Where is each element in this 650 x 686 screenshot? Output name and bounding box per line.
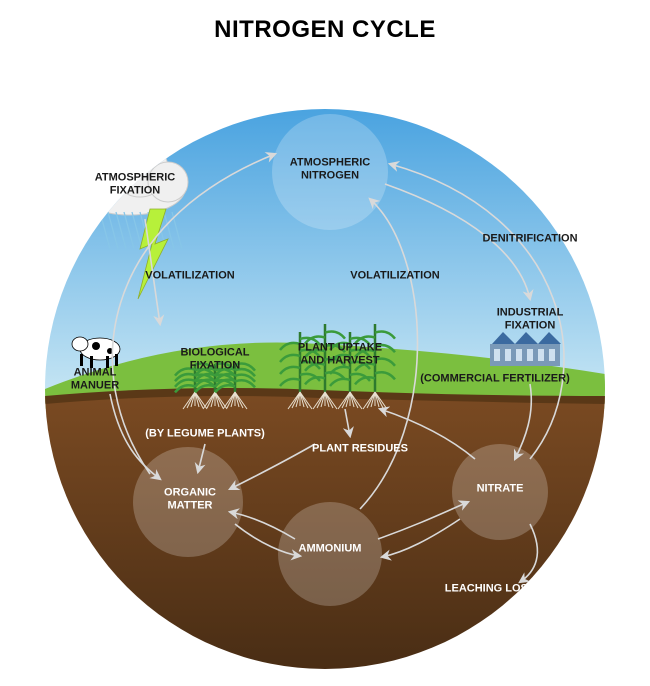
label-atm_fixation: ATMOSPHERIC FIXATION xyxy=(95,171,175,196)
label-volatilization_r: VOLATILIZATION xyxy=(350,270,439,283)
label-nitrate: NITRATE xyxy=(477,483,524,496)
diagram-stage: ATMOSPHERIC NITROGEN ATMOSPHERIC FIXATION… xyxy=(0,44,650,674)
label-industrial: INDUSTRIAL FIXATION xyxy=(497,306,564,331)
label-denitrification: DENITRIFICATION xyxy=(482,233,577,246)
label-uptake: PLANT UPTAKE AND HARVEST xyxy=(298,341,382,366)
label-commercial: (COMMERCIAL FERTILIZER) xyxy=(420,373,570,386)
label-leaching: LEACHING LOSS xyxy=(445,583,535,596)
label-organic: ORGANIC MATTER xyxy=(164,486,216,511)
label-volatilization_l: VOLATILIZATION xyxy=(145,270,234,283)
page-title: NITROGEN CYCLE xyxy=(0,0,650,44)
label-biological: BIOLOGICAL FIXATION xyxy=(180,346,249,371)
label-ammonium: AMMONIUM xyxy=(299,543,362,556)
label-legume: (BY LEGUME PLANTS) xyxy=(145,428,265,441)
factory-icon xyxy=(490,332,561,366)
label-title_bubble: ATMOSPHERIC NITROGEN xyxy=(290,156,370,181)
label-animal: ANIMAL MANUER xyxy=(71,366,119,391)
label-residues: PLANT RESIDUES xyxy=(312,443,408,456)
